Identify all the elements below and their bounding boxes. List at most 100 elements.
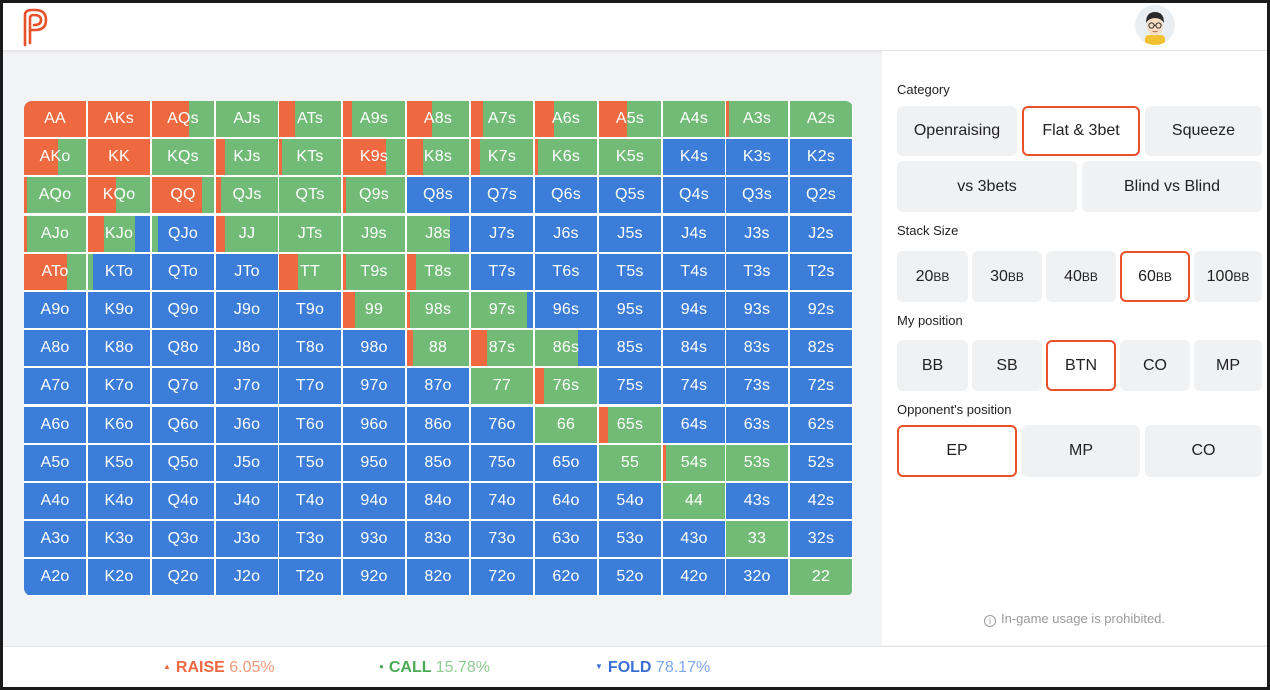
hand-cell[interactable]: T8s [407,254,469,290]
hand-cell[interactable]: 52s [790,445,852,481]
hand-cell[interactable]: AKo [24,139,86,175]
hand-cell[interactable]: A9o [24,292,86,328]
hand-cell[interactable]: K9o [88,292,150,328]
hand-cell[interactable]: K9s [343,139,405,175]
hand-cell[interactable]: 55 [599,445,661,481]
hand-cell[interactable]: J8s [407,216,469,252]
category-blind-vs-blind-button[interactable]: Blind vs Blind [1082,161,1262,212]
hand-cell[interactable]: T6s [535,254,597,290]
hand-cell[interactable]: 96s [535,292,597,328]
hand-cell[interactable]: A3o [24,521,86,557]
hand-cell[interactable]: KQo [88,177,150,213]
hand-cell[interactable]: 54o [599,483,661,519]
hand-cell[interactable]: J7s [471,216,533,252]
hand-cell[interactable]: A8s [407,101,469,137]
hand-cell[interactable]: 82s [790,330,852,366]
hand-cell[interactable]: Q8o [152,330,214,366]
hand-cell[interactable]: K7s [471,139,533,175]
category-flat-3bet-button[interactable]: Flat & 3bet [1022,106,1140,156]
hand-cell[interactable]: J6o [216,407,278,443]
hand-cell[interactable]: AQo [24,177,86,213]
hand-cell[interactable]: 63o [535,521,597,557]
hand-cell[interactable]: Q3o [152,521,214,557]
hand-cell[interactable]: T7o [279,368,341,404]
hand-cell[interactable]: Q6o [152,407,214,443]
stack-100bb-button[interactable]: 100 BB [1194,251,1262,302]
hand-cell[interactable]: T3o [279,521,341,557]
hand-cell[interactable]: 84o [407,483,469,519]
hand-cell[interactable]: 95o [343,445,405,481]
position-co-button[interactable]: CO [1120,340,1190,391]
hand-cell[interactable]: K6s [535,139,597,175]
hand-cell[interactable]: 86s [535,330,597,366]
hand-cell[interactable]: 97o [343,368,405,404]
hand-cell[interactable]: 53s [726,445,788,481]
hand-cell[interactable]: 75s [599,368,661,404]
stack-30bb-button[interactable]: 30 BB [972,251,1042,302]
hand-cell[interactable]: JTo [216,254,278,290]
hand-cell[interactable]: 87o [407,368,469,404]
hand-cell[interactable]: 84s [663,330,725,366]
hand-cell[interactable]: Q4o [152,483,214,519]
hand-cell[interactable]: 94o [343,483,405,519]
hand-cell[interactable]: Q5o [152,445,214,481]
hand-cell[interactable]: K4s [663,139,725,175]
hand-cell[interactable]: QQ [152,177,214,213]
hand-cell[interactable]: KQs [152,139,214,175]
hand-cell[interactable]: J4s [663,216,725,252]
hand-cell[interactable]: 86o [407,407,469,443]
hand-cell[interactable]: 82o [407,559,469,595]
hand-cell[interactable]: J9s [343,216,405,252]
category-vs-3bets-button[interactable]: vs 3bets [897,161,1077,212]
hand-cell[interactable]: 95s [599,292,661,328]
hand-cell[interactable]: Q6s [535,177,597,213]
hand-cell[interactable]: 54s [663,445,725,481]
hand-cell[interactable]: 72s [790,368,852,404]
category-squeeze-button[interactable]: Squeeze [1145,106,1262,156]
hand-cell[interactable]: QJo [152,216,214,252]
hand-cell[interactable]: J5o [216,445,278,481]
hand-cell[interactable]: A4s [663,101,725,137]
hand-cell[interactable]: 53o [599,521,661,557]
hand-cell[interactable]: 98s [407,292,469,328]
hand-cell[interactable]: K5s [599,139,661,175]
hand-cell[interactable]: K8o [88,330,150,366]
hand-cell[interactable]: K8s [407,139,469,175]
hand-cell[interactable]: K2s [790,139,852,175]
hand-cell[interactable]: 93o [343,521,405,557]
hand-cell[interactable]: 73s [726,368,788,404]
hand-cell[interactable]: 74s [663,368,725,404]
hand-cell[interactable]: AQs [152,101,214,137]
hand-cell[interactable]: 52o [599,559,661,595]
hand-cell[interactable]: 98o [343,330,405,366]
hand-cell[interactable]: 72o [471,559,533,595]
hand-cell[interactable]: J3o [216,521,278,557]
hand-cell[interactable]: 77 [471,368,533,404]
hand-cell[interactable]: T9o [279,292,341,328]
hand-cell[interactable]: 76s [535,368,597,404]
hand-cell[interactable]: T7s [471,254,533,290]
hand-cell[interactable]: T4o [279,483,341,519]
hand-cell[interactable]: J2s [790,216,852,252]
hand-cell[interactable]: J8o [216,330,278,366]
hand-cell[interactable]: K3s [726,139,788,175]
hand-cell[interactable]: J7o [216,368,278,404]
hand-cell[interactable]: Q5s [599,177,661,213]
hand-cell[interactable]: 66 [535,407,597,443]
hand-cell[interactable]: KTs [279,139,341,175]
hand-cell[interactable]: 85s [599,330,661,366]
hand-cell[interactable]: 96o [343,407,405,443]
hand-cell[interactable]: 74o [471,483,533,519]
hand-cell[interactable]: AA [24,101,86,137]
hand-cell[interactable]: K3o [88,521,150,557]
hand-cell[interactable]: A5s [599,101,661,137]
hand-cell[interactable]: 83s [726,330,788,366]
hand-cell[interactable]: J5s [599,216,661,252]
hand-cell[interactable]: 97s [471,292,533,328]
hand-cell[interactable]: 85o [407,445,469,481]
hand-cell[interactable]: QTo [152,254,214,290]
hand-cell[interactable]: 75o [471,445,533,481]
hand-cell[interactable]: QJs [216,177,278,213]
hand-cell[interactable]: Q8s [407,177,469,213]
hand-cell[interactable]: 62o [535,559,597,595]
